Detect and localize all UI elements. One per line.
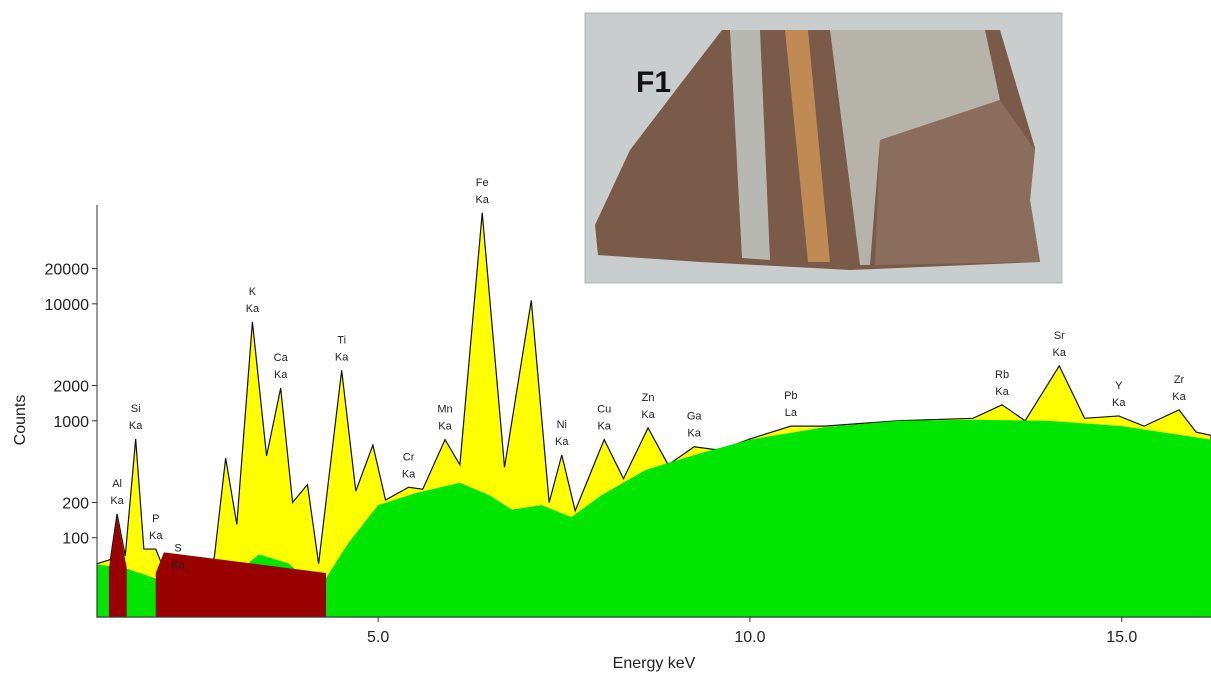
peak-label: Fe <box>476 177 489 189</box>
peak-label: Ca <box>274 352 289 364</box>
peak-label: Ka <box>641 409 655 421</box>
peak-label: Ka <box>149 530 163 542</box>
photo-label: F1 <box>636 66 671 99</box>
y-tick-label: 100 <box>62 531 89 548</box>
stripe <box>785 30 830 262</box>
x-tick-label: 15.0 <box>1106 629 1137 646</box>
peak-label: Ka <box>335 351 349 363</box>
spectrum-area <box>108 517 358 617</box>
y-tick-label: 20000 <box>45 262 90 279</box>
peak-label: Pb <box>784 390 797 402</box>
peak-label: P <box>152 513 159 525</box>
peak-label: Ka <box>1053 347 1067 359</box>
peak-label: Al <box>112 478 122 490</box>
peak-label: Ka <box>597 421 611 433</box>
peak-label: Ka <box>171 559 185 571</box>
peak-label: Ka <box>1172 391 1186 403</box>
x-axis-label: Energy keV <box>613 655 696 672</box>
peak-label: Si <box>131 403 141 415</box>
peak-label: Ga <box>687 411 703 423</box>
peak-label: Ka <box>475 194 489 206</box>
y-tick-label: 200 <box>62 496 89 513</box>
peak-label: Y <box>1115 380 1123 392</box>
stripe <box>875 100 1040 265</box>
y-axis-label: Counts <box>12 395 29 446</box>
peak-label: Ka <box>274 369 288 381</box>
peak-label: Ni <box>557 419 567 431</box>
peak-label: Ka <box>402 468 416 480</box>
peak-label: Ka <box>995 386 1009 398</box>
plot-area <box>96 212 1211 618</box>
sample-photo: F1 <box>584 12 1063 284</box>
stripe <box>830 30 1000 265</box>
peak-label: Ka <box>687 428 701 440</box>
peak-label: Ka <box>110 495 124 507</box>
peak-label: Cu <box>597 404 611 416</box>
spectrum-area <box>97 419 1211 617</box>
peak-label: La <box>785 407 798 419</box>
stripe <box>730 30 770 260</box>
photo-frame <box>584 12 1063 284</box>
peak-label: Ka <box>555 436 569 448</box>
peak-label: Cr <box>403 451 415 463</box>
peak-label: Zn <box>642 392 655 404</box>
y-tick-label: 1000 <box>53 414 89 431</box>
x-tick-label: 5.0 <box>367 629 389 646</box>
y-tick-label: 2000 <box>53 379 89 396</box>
peak-label: Zr <box>1174 374 1185 386</box>
peak-label: K <box>249 286 257 298</box>
peak-label: Sr <box>1054 330 1065 342</box>
x-tick-label: 10.0 <box>734 629 765 646</box>
peak-label: Ka <box>1112 397 1126 409</box>
peak-label: Mn <box>437 404 452 416</box>
peak-label: Ka <box>246 303 260 315</box>
y-tick-label: 10000 <box>45 297 90 314</box>
peak-label: Rb <box>995 369 1009 381</box>
peak-label: Ti <box>337 334 346 346</box>
peak-label: S <box>174 542 181 554</box>
peak-label: Ka <box>438 421 452 433</box>
peak-label: Ka <box>129 420 143 432</box>
